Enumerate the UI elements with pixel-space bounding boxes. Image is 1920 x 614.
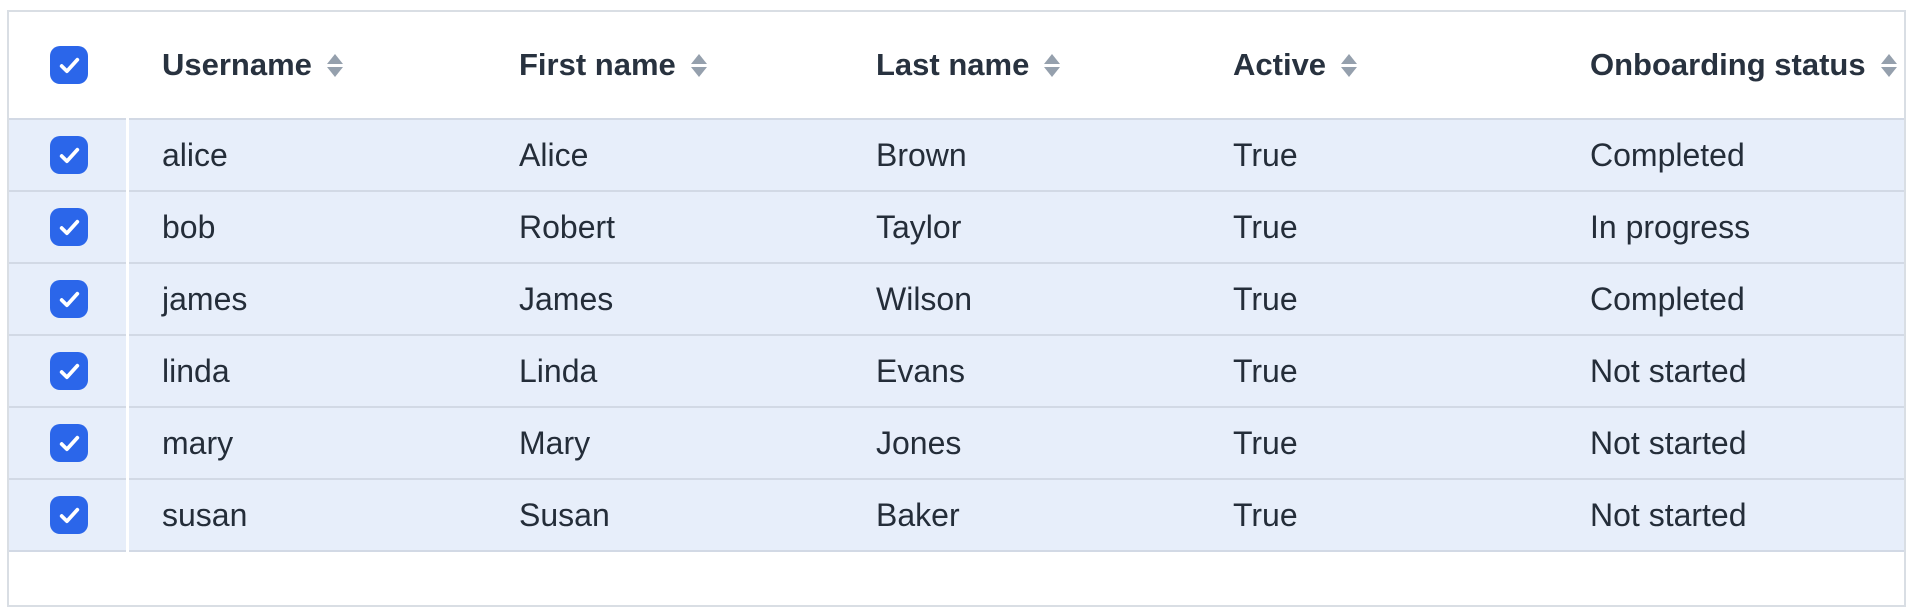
- cell-last-name: Evans: [876, 352, 965, 389]
- sort-icon[interactable]: [1341, 53, 1358, 77]
- checkmark-icon: [59, 219, 79, 235]
- cell-last-name: Jones: [876, 424, 962, 461]
- checkmark-icon: [59, 57, 79, 73]
- sort-up-triangle: [326, 53, 343, 64]
- cell-username: mary: [162, 424, 234, 461]
- cell-active: True: [1233, 352, 1298, 389]
- sort-up-triangle: [1880, 53, 1897, 64]
- cell-onboarding-status: Not started: [1590, 496, 1747, 533]
- cell-last-name: Baker: [876, 496, 960, 533]
- column-header-label: Onboarding status: [1590, 47, 1866, 82]
- select-all-checkbox[interactable]: [50, 46, 88, 84]
- table-row[interactable]: susan Susan Baker True Not started: [9, 480, 1904, 552]
- row-checkbox[interactable]: [50, 352, 88, 390]
- sort-icon[interactable]: [1880, 53, 1897, 77]
- sort-down-triangle: [326, 66, 343, 77]
- cell-first-name: Alice: [519, 136, 589, 173]
- table-row[interactable]: alice Alice Brown True Completed: [9, 120, 1904, 192]
- row-select-cell: [9, 480, 129, 552]
- column-header-label: Username: [162, 47, 312, 82]
- cell-onboarding-status: Completed: [1590, 136, 1745, 173]
- cell-onboarding-status: Not started: [1590, 352, 1747, 389]
- sort-icon[interactable]: [1044, 53, 1061, 77]
- cell-last-name: Taylor: [876, 208, 962, 245]
- select-all-cell: [9, 12, 129, 120]
- cell-onboarding-status: Not started: [1590, 424, 1747, 461]
- users-table-card: Username First name Last name Active Onb…: [7, 10, 1906, 607]
- cell-last-name: Wilson: [876, 280, 973, 317]
- column-header-first-name[interactable]: First name: [486, 12, 843, 118]
- row-select-cell: [9, 264, 129, 336]
- cell-last-name: Brown: [876, 136, 967, 173]
- cell-active: True: [1233, 496, 1298, 533]
- cell-username: linda: [162, 352, 230, 389]
- cell-first-name: Susan: [519, 496, 610, 533]
- row-select-cell: [9, 408, 129, 480]
- checkmark-icon: [59, 147, 79, 163]
- sort-down-triangle: [1341, 66, 1358, 77]
- column-header-label: Last name: [876, 47, 1030, 82]
- checkmark-icon: [59, 291, 79, 307]
- row-select-cell: [9, 192, 129, 264]
- table-row[interactable]: mary Mary Jones True Not started: [9, 408, 1904, 480]
- cell-username: james: [162, 280, 248, 317]
- table-body: alice Alice Brown True Completed bob Rob…: [9, 120, 1904, 552]
- cell-first-name: Robert: [519, 208, 616, 245]
- sort-down-triangle: [690, 66, 707, 77]
- sort-up-triangle: [1341, 53, 1358, 64]
- column-header-active[interactable]: Active: [1200, 12, 1557, 118]
- row-select-cell: [9, 120, 129, 192]
- checkmark-icon: [59, 507, 79, 523]
- sort-down-triangle: [1880, 66, 1897, 77]
- sort-icon[interactable]: [690, 53, 707, 77]
- row-checkbox[interactable]: [50, 280, 88, 318]
- sort-up-triangle: [1044, 53, 1061, 64]
- cell-active: True: [1233, 280, 1298, 317]
- cell-username: susan: [162, 496, 248, 533]
- cell-username: alice: [162, 136, 228, 173]
- checkmark-icon: [59, 363, 79, 379]
- cell-onboarding-status: Completed: [1590, 280, 1745, 317]
- table-header-row: Username First name Last name Active Onb…: [9, 12, 1904, 120]
- checkmark-icon: [59, 435, 79, 451]
- cell-active: True: [1233, 208, 1298, 245]
- table-row[interactable]: bob Robert Taylor True In progress: [9, 192, 1904, 264]
- cell-active: True: [1233, 424, 1298, 461]
- sort-icon[interactable]: [326, 53, 343, 77]
- column-header-label: First name: [519, 47, 676, 82]
- column-header-last-name[interactable]: Last name: [843, 12, 1200, 118]
- cell-username: bob: [162, 208, 216, 245]
- cell-active: True: [1233, 136, 1298, 173]
- table-row[interactable]: james James Wilson True Completed: [9, 264, 1904, 336]
- row-checkbox[interactable]: [50, 208, 88, 246]
- column-header-onboarding-status[interactable]: Onboarding status: [1557, 12, 1904, 118]
- cell-onboarding-status: In progress: [1590, 208, 1751, 245]
- row-checkbox[interactable]: [50, 424, 88, 462]
- table-row[interactable]: linda Linda Evans True Not started: [9, 336, 1904, 408]
- column-header-label: Active: [1233, 47, 1327, 82]
- cell-first-name: Mary: [519, 424, 591, 461]
- row-select-cell: [9, 336, 129, 408]
- sort-up-triangle: [690, 53, 707, 64]
- sort-down-triangle: [1044, 66, 1061, 77]
- row-checkbox[interactable]: [50, 496, 88, 534]
- table-footer-spacer: [9, 552, 1904, 603]
- row-checkbox[interactable]: [50, 136, 88, 174]
- column-header-username[interactable]: Username: [129, 12, 486, 118]
- cell-first-name: Linda: [519, 352, 598, 389]
- cell-first-name: James: [519, 280, 614, 317]
